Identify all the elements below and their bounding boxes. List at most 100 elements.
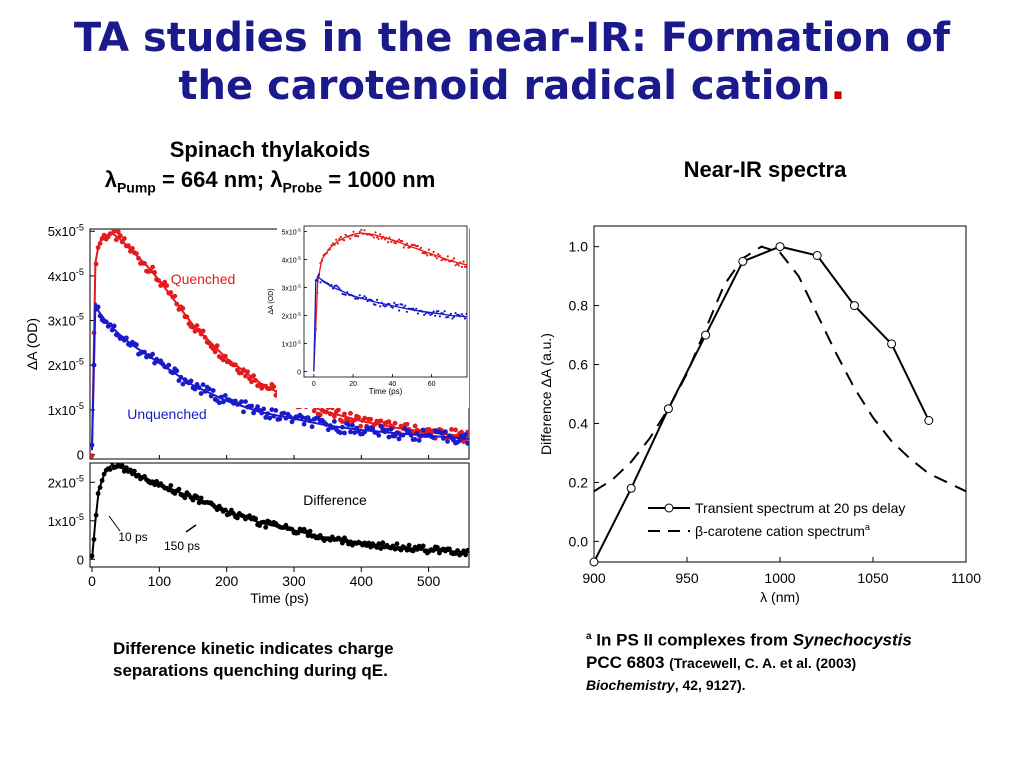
annotation-10ps: 10 ps: [118, 530, 147, 544]
inset-y-axis-label: ΔA (OD): [268, 288, 275, 314]
data-point: [348, 429, 353, 435]
data-point: [465, 265, 467, 268]
data-point: [358, 423, 363, 429]
y-tick-label: 5x10-5: [48, 222, 84, 239]
data-point: [887, 339, 897, 349]
data-point: [325, 427, 331, 433]
data-point: [319, 281, 322, 284]
data-point: [463, 265, 467, 268]
data-point: [412, 243, 415, 246]
data-point: [263, 524, 269, 530]
pump-lambda: λ: [104, 167, 117, 192]
data-point: [378, 546, 384, 551]
inset-x-tick-label: 0: [312, 381, 316, 388]
data-point: [281, 410, 287, 416]
data-point: [465, 312, 467, 315]
data-point: [342, 430, 347, 436]
inset-x-tick-label: 60: [428, 381, 436, 388]
data-point: [406, 429, 412, 434]
series-line: [91, 463, 469, 560]
data-point: [174, 368, 180, 374]
annotation-pointer: [185, 524, 197, 533]
y-tick-label: 4x10-5: [48, 267, 84, 284]
y-tick-label: 3x10-5: [48, 312, 84, 329]
data-point: [216, 400, 222, 406]
data-point: [443, 429, 448, 434]
data-point: [166, 362, 172, 368]
inset-series-line: [313, 232, 467, 372]
y-tick-label: 0.0: [569, 533, 589, 549]
data-point: [332, 419, 337, 424]
data-point: [454, 312, 457, 315]
data-point: [435, 545, 440, 550]
data-point: [150, 351, 156, 357]
data-point: [356, 414, 361, 420]
data-point: [626, 483, 636, 493]
slide-title: TA studies in the near-IR: Formation of …: [0, 14, 1024, 110]
pump-sub: Pump: [116, 179, 156, 196]
y-tick-label: 1x10-5: [48, 401, 84, 418]
data-point: [243, 373, 248, 379]
data-point: [343, 239, 346, 242]
data-point: [368, 416, 374, 422]
data-point: [399, 239, 402, 243]
inset-series-line: [313, 275, 467, 372]
data-point: [362, 415, 368, 421]
data-point: [401, 303, 404, 306]
pump-value: = 664 nm;: [155, 167, 271, 192]
data-point: [386, 434, 392, 440]
x-tick-label: 0: [88, 573, 96, 589]
data-point: [339, 235, 342, 239]
data-point: [924, 416, 934, 425]
data-point: [222, 393, 228, 398]
y-tick-label: 0.6: [569, 357, 589, 373]
inset-y-tick-label: 3x10-5: [281, 283, 301, 292]
data-point: [457, 313, 460, 316]
inset-y-tick-label: 2x10-5: [281, 311, 301, 320]
y-tick-label: 0: [77, 448, 84, 463]
data-point: [180, 381, 186, 387]
data-point: [449, 427, 454, 432]
data-point: [239, 399, 244, 404]
data-point: [379, 305, 382, 308]
reference-species: Synechocystis: [792, 630, 912, 650]
data-point: [115, 229, 121, 235]
annotation-pointer: [108, 515, 121, 532]
legend-label-transient: Transient spectrum at 20 ps delay: [695, 500, 905, 516]
data-point: [394, 541, 400, 547]
data-point: [200, 382, 206, 387]
data-point: [390, 305, 393, 308]
data-point: [249, 379, 255, 385]
data-point: [249, 403, 255, 409]
inset-frame: [303, 225, 468, 378]
data-point: [206, 386, 212, 392]
data-point: [365, 296, 368, 299]
data-point: [402, 246, 405, 249]
data-point: [390, 240, 393, 243]
annotation-150ps: 150 ps: [164, 539, 200, 553]
data-point: [388, 236, 391, 239]
data-point: [426, 254, 429, 257]
inset-y-tick-label: 4x10-5: [281, 255, 301, 264]
data-point: [456, 262, 459, 266]
data-point: [338, 287, 341, 290]
probe-lambda: λ: [270, 167, 283, 192]
data-point: [387, 241, 390, 244]
data-point: [435, 257, 438, 260]
x-tick-label: 1100: [951, 570, 981, 586]
data-point: [220, 357, 226, 363]
inset-y-tick-label: 5x10-5: [281, 227, 301, 236]
data-point: [380, 540, 386, 546]
x-axis-label: λ (nm): [760, 589, 800, 605]
data-point: [386, 419, 392, 425]
data-point: [212, 349, 218, 355]
data-point: [663, 404, 673, 414]
data-point: [121, 236, 127, 241]
data-point: [424, 252, 427, 255]
series-line: [91, 232, 469, 451]
data-point: [358, 230, 361, 233]
data-point: [457, 264, 460, 267]
data-point: [299, 414, 305, 420]
inset-x-tick-label: 20: [349, 381, 357, 388]
y-axis-label: ΔA (OD): [24, 318, 40, 370]
